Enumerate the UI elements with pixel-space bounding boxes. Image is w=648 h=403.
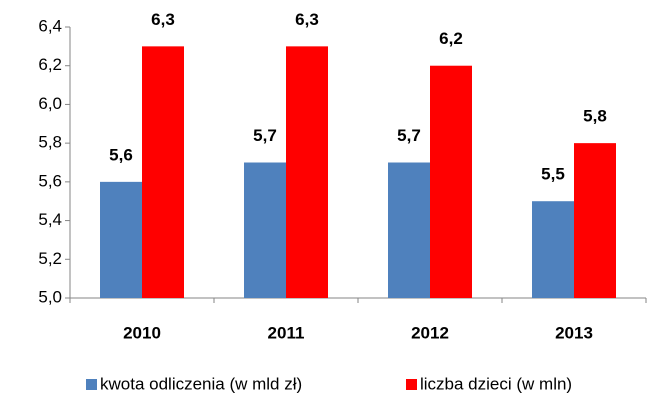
bar: [142, 46, 184, 298]
bar: [430, 65, 472, 298]
data-label: 5,5: [541, 165, 565, 184]
y-tick-label: 6,0: [38, 94, 62, 113]
x-tick-label: 2010: [123, 323, 161, 342]
data-label: 6,2: [439, 29, 463, 48]
bar: [286, 46, 328, 298]
x-tick-label: 2011: [268, 323, 305, 342]
y-tick-label: 5,4: [38, 210, 62, 229]
y-tick-label: 5,8: [38, 133, 62, 152]
bar: [244, 162, 286, 298]
legend-swatch: [86, 379, 97, 390]
x-tick-label: 2013: [555, 323, 593, 342]
data-label: 5,7: [253, 126, 277, 145]
legend-label: kwota odliczenia (w mld zł): [100, 374, 302, 393]
data-label: 5,8: [583, 107, 607, 126]
y-tick-label: 5,2: [38, 249, 62, 268]
data-label: 5,7: [397, 126, 421, 145]
y-tick-label: 5,6: [38, 171, 62, 190]
data-label: 5,6: [109, 145, 133, 164]
legend-label: liczba dzieci (w mln): [420, 374, 572, 393]
bar: [574, 143, 616, 298]
y-tick-label: 6,4: [38, 16, 62, 35]
bar: [532, 201, 574, 298]
data-label: 6,3: [295, 10, 319, 29]
bar: [388, 162, 430, 298]
data-label: 6,3: [151, 10, 175, 29]
x-tick-label: 2012: [411, 323, 449, 342]
y-tick-label: 6,2: [38, 55, 62, 74]
bar: [100, 181, 142, 298]
y-tick-label: 5,0: [38, 287, 62, 306]
legend-swatch: [406, 379, 417, 390]
